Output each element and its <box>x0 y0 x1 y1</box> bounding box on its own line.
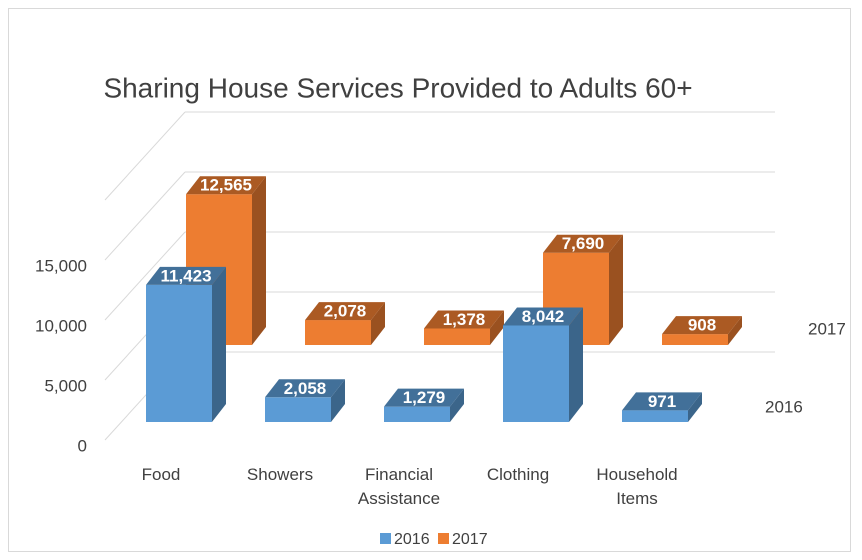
grid-line-side <box>104 171 186 261</box>
bar-front <box>146 284 212 422</box>
bar-top <box>622 392 702 411</box>
value-label: 12,565 <box>200 176 252 195</box>
depth-label: 2017 <box>808 319 846 338</box>
bar-top <box>543 234 623 253</box>
bar-side <box>212 266 226 422</box>
bar-top <box>424 310 504 329</box>
chart-border <box>8 8 851 552</box>
legend-swatch <box>380 533 391 544</box>
x-tick-label: Food <box>141 465 181 484</box>
y-tick-label: 15,000 <box>35 256 87 275</box>
bar-side <box>371 302 385 345</box>
value-label: 2,078 <box>324 302 367 321</box>
value-label: 1,279 <box>403 388 446 407</box>
bar-top <box>146 266 226 285</box>
legend-label: 2017 <box>452 531 488 548</box>
legend-swatch <box>438 533 449 544</box>
legend-label: 2016 <box>394 531 430 548</box>
bar-front <box>622 410 688 422</box>
value-label: 1,378 <box>443 310 486 329</box>
bar-top <box>384 388 464 407</box>
y-tick-label: 0 <box>78 436 87 455</box>
x-tick-label: Household Items <box>596 465 678 508</box>
depth-label: 2016 <box>765 397 803 416</box>
bar-front <box>503 325 569 422</box>
bar-front <box>265 397 331 422</box>
grid-line-side <box>104 231 186 321</box>
bar-front <box>384 406 450 422</box>
value-label: 908 <box>688 316 716 335</box>
bar-top <box>503 307 583 326</box>
bar-side <box>688 392 702 422</box>
bar-side <box>490 310 504 345</box>
value-label: 11,423 <box>160 266 211 285</box>
bar-top <box>662 316 742 335</box>
bar-top <box>186 176 266 195</box>
x-tick-label: Financial Assistance <box>357 465 441 508</box>
value-label: 971 <box>648 392 676 411</box>
y-tick-label: 5,000 <box>44 376 87 395</box>
bar-side <box>569 307 583 422</box>
bar-side <box>728 316 742 345</box>
bar-top <box>265 379 345 398</box>
bar-side <box>450 388 464 422</box>
value-label: 7,690 <box>562 234 605 253</box>
grid-line-top-side <box>104 111 186 201</box>
bar-side <box>331 379 345 422</box>
x-tick-label: Showers <box>246 465 314 484</box>
bar-side <box>609 234 623 345</box>
x-tick-label: Clothing <box>486 465 550 484</box>
bar-front <box>424 328 490 345</box>
y-tick-label: 10,000 <box>35 316 87 335</box>
chart-title: Sharing House Services Provided to Adult… <box>103 72 692 103</box>
bar-front <box>305 320 371 345</box>
bar-side <box>252 176 266 345</box>
value-label: 8,042 <box>522 307 565 326</box>
value-label: 2,058 <box>284 379 327 398</box>
bar-front <box>662 334 728 345</box>
bar-top <box>305 302 385 321</box>
